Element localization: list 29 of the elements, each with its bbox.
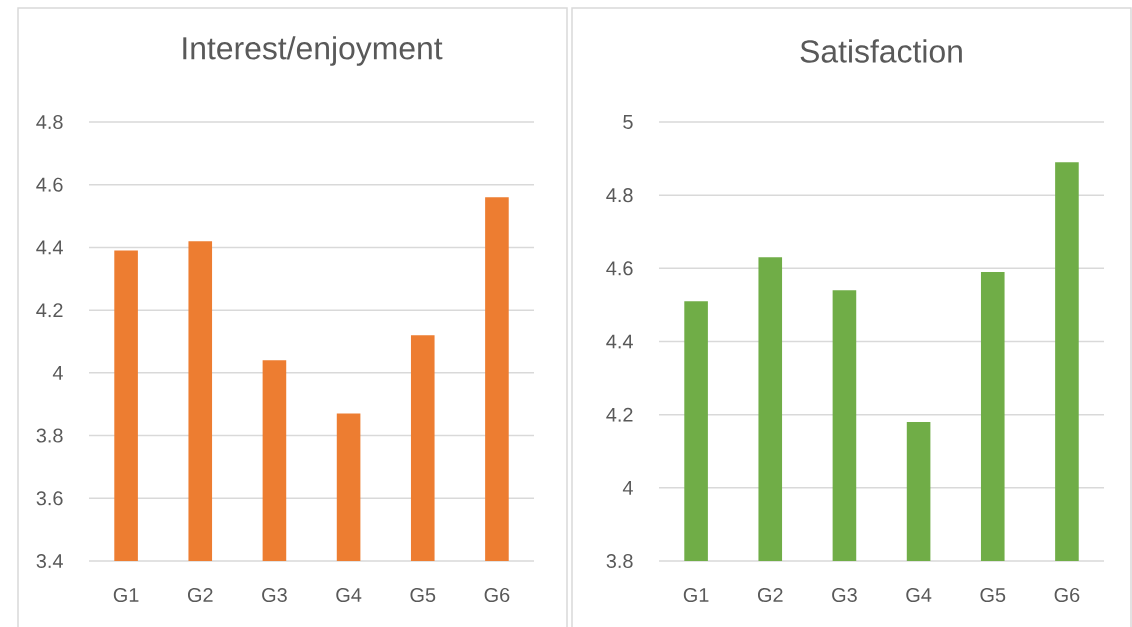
x-tick-label: G3 <box>832 587 857 603</box>
y-tick-label: 4.6 <box>36 177 63 192</box>
y-tick-label: 4.2 <box>606 407 633 422</box>
y-tick-label: 5 <box>623 115 633 129</box>
x-tick-label: G2 <box>757 587 783 603</box>
x-tick-label: G6 <box>1054 587 1080 603</box>
x-tick-label: G6 <box>484 587 510 603</box>
y-tick-label: 4.4 <box>36 240 63 255</box>
y-tick-label: 4.4 <box>606 334 633 349</box>
x-tick-label: G4 <box>906 587 932 603</box>
x-tick-label: G4 <box>336 587 362 603</box>
chart-title: Satisfaction <box>800 39 962 63</box>
y-tick-label: 3.6 <box>36 491 63 506</box>
y-tick-label: 4.2 <box>36 303 63 318</box>
chart-title: Interest/enjoyment <box>183 36 443 66</box>
y-tick-label: 4 <box>622 480 633 495</box>
y-tick-label: 4 <box>52 365 63 380</box>
x-tick-label: G1 <box>683 587 709 603</box>
x-tick-label: G2 <box>187 587 213 603</box>
y-tick-label: 3.8 <box>606 553 633 569</box>
y-tick-label: 4.6 <box>606 261 633 276</box>
y-tick-label: 3.4 <box>36 553 63 569</box>
x-tick-label: G1 <box>113 587 139 603</box>
x-tick-label: G3 <box>262 587 287 603</box>
y-tick-label: 3.8 <box>36 428 63 443</box>
x-tick-label: G5 <box>980 587 1006 603</box>
y-tick-label: 4.8 <box>36 114 63 130</box>
x-tick-label: G5 <box>410 587 436 603</box>
y-tick-label: 4.8 <box>606 188 633 203</box>
